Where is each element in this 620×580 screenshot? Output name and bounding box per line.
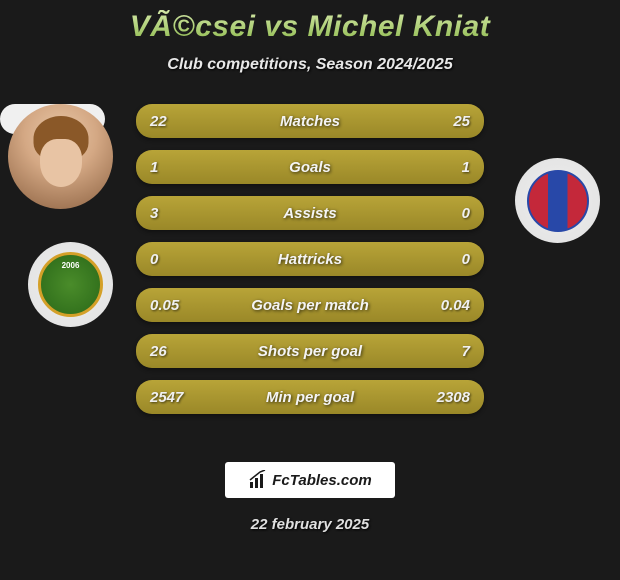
stat-label: Hattricks (278, 251, 342, 268)
stat-row: 22 Matches 25 (136, 104, 484, 138)
stat-right-value: 25 (420, 113, 470, 130)
footer-brand-logo[interactable]: FcTables.com (225, 462, 395, 498)
stat-left-value: 0.05 (150, 297, 200, 314)
stat-label: Shots per goal (258, 343, 362, 360)
stat-left-value: 22 (150, 113, 200, 130)
club-right-crest-icon (527, 170, 589, 232)
stat-left-value: 2547 (150, 389, 200, 406)
stat-label: Goals per match (251, 297, 369, 314)
stat-row: 26 Shots per goal 7 (136, 334, 484, 368)
footer-date: 22 february 2025 (0, 516, 620, 533)
stat-right-value: 0.04 (420, 297, 470, 314)
stat-right-value: 1 (420, 159, 470, 176)
stat-right-value: 7 (420, 343, 470, 360)
stat-label: Min per goal (266, 389, 354, 406)
comparison-container: VÃ©csei vs Michel Kniat Club competition… (0, 0, 620, 580)
chart-icon (248, 470, 268, 490)
footer-brand-text: FcTables.com (272, 472, 371, 489)
stat-label: Assists (283, 205, 336, 222)
stat-row: 3 Assists 0 (136, 196, 484, 230)
stat-rows: 22 Matches 25 1 Goals 1 3 Assists 0 0 Hattricks 0 0.… (136, 104, 484, 426)
stat-right-value: 2308 (420, 389, 470, 406)
club-left-year: 2006 (62, 261, 80, 270)
player-face-icon (8, 104, 113, 209)
stat-row: 0 Hattricks 0 (136, 242, 484, 276)
stat-left-value: 1 (150, 159, 200, 176)
page-title: VÃ©csei vs Michel Kniat (0, 10, 620, 44)
stat-right-value: 0 (420, 251, 470, 268)
stat-row: 0.05 Goals per match 0.04 (136, 288, 484, 322)
club-left-crest-icon: 2006 (38, 252, 103, 317)
club-right-badge (515, 158, 600, 243)
stat-left-value: 3 (150, 205, 200, 222)
stat-right-value: 0 (420, 205, 470, 222)
stat-label: Goals (289, 159, 331, 176)
stat-left-value: 26 (150, 343, 200, 360)
stat-row: 2547 Min per goal 2308 (136, 380, 484, 414)
stat-left-value: 0 (150, 251, 200, 268)
player-left-avatar (8, 104, 113, 209)
club-left-badge: 2006 (28, 242, 113, 327)
stat-label: Matches (280, 113, 340, 130)
stat-row: 1 Goals 1 (136, 150, 484, 184)
subtitle: Club competitions, Season 2024/2025 (0, 56, 620, 74)
stats-area: 2006 22 Matches 25 1 Goals 1 3 Assists 0 0 Hattric… (0, 104, 620, 444)
